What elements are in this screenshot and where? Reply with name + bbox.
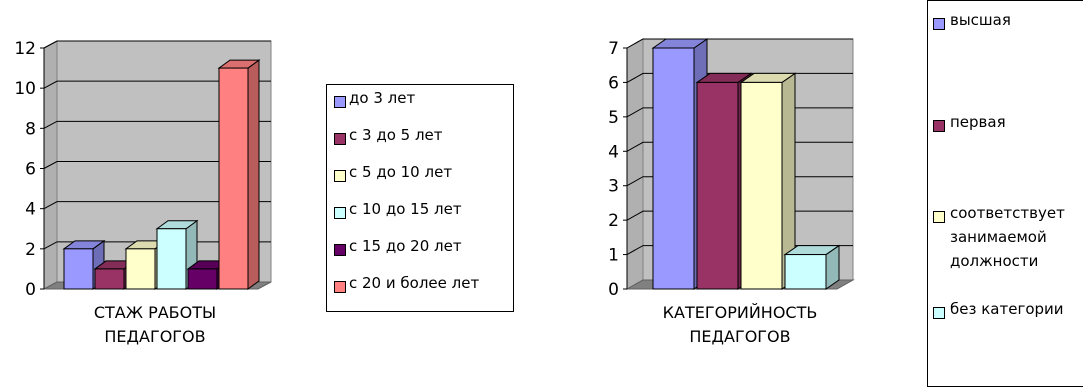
- chart1-x-label: ПЕДАГОГОВ: [104, 327, 205, 346]
- chart1-gridline: [43, 201, 271, 210]
- chart2-y-tick-label: 1: [608, 246, 619, 266]
- legend-label: высшая: [950, 11, 1011, 29]
- legend-label: без категории: [950, 300, 1064, 318]
- legend-label: первая: [950, 113, 1006, 131]
- chart1-y-tick-label: 6: [25, 160, 36, 180]
- legend-swatch: [933, 120, 945, 132]
- chart2-legend: высшая первая соответствует занимаемой должн…: [927, 0, 1083, 387]
- chart1-legend: до 3 лет с 3 до 5 лет с 5 до 10 лет с 10 до…: [326, 84, 514, 312]
- chart1-y-tick-label: 10: [14, 79, 36, 99]
- legend-swatch: [933, 211, 945, 223]
- chart1-bar-1: [63, 248, 94, 290]
- legend-swatch: [933, 307, 945, 319]
- chart1-y-tick-label: 0: [25, 280, 36, 300]
- chart1-gridline: [43, 161, 271, 169]
- chart1-y-tick-label: 8: [25, 119, 36, 139]
- chart1-y-tick-label: 4: [25, 200, 36, 220]
- chart2-side-wall: [626, 38, 644, 290]
- legend-swatch: [334, 133, 346, 145]
- chart2-y-tick-label: 4: [608, 142, 619, 162]
- legend-label: с 10 до 15 лет: [349, 200, 462, 218]
- chart2-x-label: ПЕДАГОГОВ: [689, 327, 790, 346]
- chart2-y-tick-label: 3: [608, 177, 619, 197]
- chart2-bar-4: [784, 254, 827, 290]
- chart1-bar-side: [247, 59, 260, 290]
- legend-label: с 15 до 20 лет: [349, 237, 462, 255]
- legend-label: занимаемой: [950, 228, 1047, 246]
- chart1-bar-6: [218, 67, 249, 290]
- legend-label: с 3 до 5 лет: [349, 126, 443, 144]
- chart1-y-tick-label: 12: [14, 39, 36, 59]
- chart1-bar-4: [156, 228, 187, 290]
- legend-swatch: [933, 18, 945, 30]
- legend-label: с 5 до 10 лет: [349, 163, 453, 181]
- chart1-bar-3: [125, 248, 156, 290]
- legend-label: до 3 лет: [349, 89, 416, 107]
- chart2-bar-3: [740, 81, 783, 290]
- chart2-y-tick-label: 5: [608, 108, 619, 128]
- legend-label: должности: [950, 252, 1039, 270]
- chart2-y-tick-label: 0: [608, 280, 619, 300]
- chart1-bar-5: [187, 268, 218, 290]
- chart2-y-tick-label: 7: [608, 39, 619, 59]
- legend-swatch: [334, 207, 346, 219]
- chart1-gridline: [43, 120, 271, 129]
- chart1-y-tick-label: 2: [25, 240, 36, 260]
- chart1-gridline: [43, 80, 271, 89]
- legend-swatch: [334, 281, 346, 293]
- chart2-x-label: КАТЕГОРИЙНОСТЬ: [663, 303, 818, 322]
- chart2-y-tick-label: 2: [608, 211, 619, 231]
- chart2-bar-1: [652, 47, 695, 290]
- chart1-bar-2: [94, 268, 125, 290]
- legend-label: с 20 и более лет: [349, 274, 480, 292]
- legend-swatch: [334, 96, 346, 108]
- chart2-bar-2: [696, 81, 739, 290]
- legend-label: соответствует: [950, 204, 1065, 222]
- legend-swatch: [334, 170, 346, 182]
- chart1-x-label: СТАЖ РАБОТЫ: [94, 303, 216, 322]
- chart2-y-tick-label: 6: [608, 73, 619, 93]
- chart1-gridline: [43, 241, 271, 250]
- chart1-gridline: [43, 40, 271, 49]
- legend-swatch: [334, 244, 346, 256]
- chart2-gridline: [626, 38, 853, 49]
